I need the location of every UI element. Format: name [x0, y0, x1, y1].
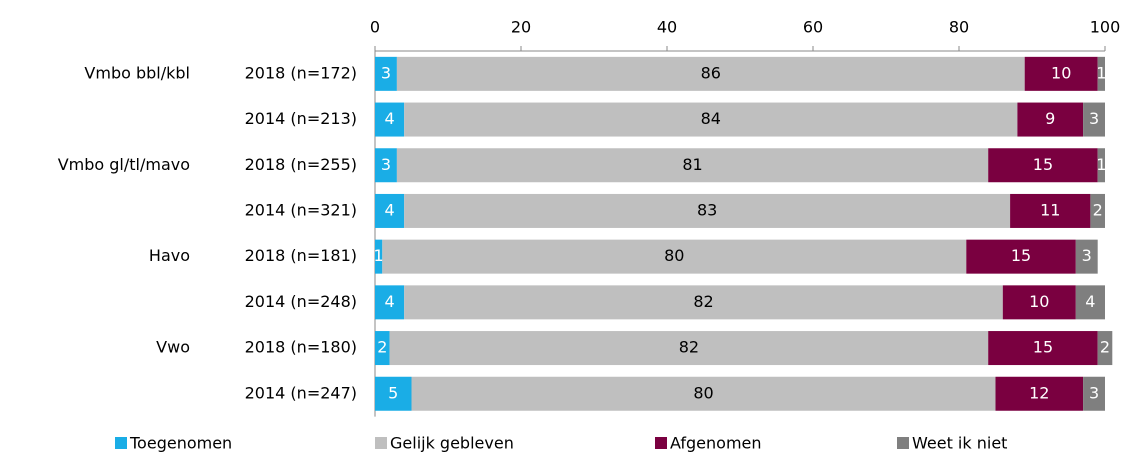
legend-swatch — [115, 437, 127, 449]
bar-segment — [1097, 148, 1105, 183]
data-label: 4 — [385, 292, 395, 311]
data-label: 10 — [1051, 63, 1071, 82]
legend-label: Toegenomen — [129, 434, 232, 453]
legend-swatch — [655, 437, 667, 449]
data-label: 1 — [374, 246, 384, 265]
x-tick-label: 100 — [1090, 18, 1121, 37]
data-label: 1 — [1096, 63, 1106, 82]
x-tick-label: 80 — [949, 18, 969, 37]
bar-segment — [375, 331, 390, 366]
data-label: 4 — [385, 200, 395, 219]
row-label: 2014 (n=213) — [245, 109, 357, 128]
bar-segment — [1024, 56, 1098, 91]
bar-segment — [396, 56, 1025, 91]
group-label: Vwo — [156, 338, 190, 357]
data-label: 2 — [377, 338, 387, 357]
x-tick-label: 60 — [803, 18, 823, 37]
data-label: 83 — [697, 200, 717, 219]
data-label: 11 — [1040, 200, 1060, 219]
bar-segment — [375, 285, 405, 320]
legend-label: Gelijk gebleven — [390, 434, 514, 453]
bar-segment — [375, 193, 405, 228]
bar-segment — [1002, 285, 1076, 320]
data-label: 82 — [693, 292, 713, 311]
row-label: 2014 (n=248) — [245, 292, 357, 311]
bar-segment — [375, 56, 397, 91]
row-label: 2014 (n=247) — [245, 383, 357, 402]
group-label: Vmbo bbl/kbl — [84, 63, 190, 82]
bar-segment — [1097, 331, 1113, 366]
row-label: 2014 (n=321) — [245, 200, 357, 219]
data-label: 10 — [1029, 292, 1049, 311]
row-label: 2018 (n=255) — [245, 155, 357, 174]
bar-segment — [1090, 193, 1105, 228]
data-label: 15 — [1033, 338, 1053, 357]
bar-segment — [1017, 102, 1084, 137]
bar-segment — [1083, 376, 1105, 411]
bar-segment — [396, 148, 989, 183]
bar-segment — [1075, 285, 1105, 320]
bar-segment — [1097, 56, 1105, 91]
group-label: Vmbo gl/tl/mavo — [58, 155, 190, 174]
data-label: 80 — [664, 246, 684, 265]
data-label: 3 — [1082, 246, 1092, 265]
data-label: 4 — [1085, 292, 1095, 311]
bar-segment — [995, 376, 1084, 411]
bar-segment — [966, 239, 1076, 274]
legend-swatch — [897, 437, 909, 449]
group-label: Havo — [149, 246, 190, 265]
data-label: 3 — [1089, 383, 1099, 402]
data-label: 5 — [388, 383, 398, 402]
data-label: 80 — [693, 383, 713, 402]
data-label: 3 — [381, 63, 391, 82]
bar-segment — [404, 285, 1003, 320]
data-label: 9 — [1045, 109, 1055, 128]
data-label: 3 — [1089, 109, 1099, 128]
data-label: 3 — [381, 155, 391, 174]
row-label: 2018 (n=181) — [245, 246, 357, 265]
bar-segment — [1010, 193, 1091, 228]
x-tick-label: 0 — [370, 18, 380, 37]
data-label: 15 — [1011, 246, 1031, 265]
data-label: 81 — [682, 155, 702, 174]
x-tick-label: 40 — [657, 18, 677, 37]
row-label: 2018 (n=180) — [245, 338, 357, 357]
row-label: 2018 (n=172) — [245, 63, 357, 82]
legend-label: Afgenomen — [670, 434, 762, 453]
bar-segment — [404, 102, 1018, 137]
bar-segment — [411, 376, 996, 411]
data-label: 82 — [679, 338, 699, 357]
data-label: 2 — [1100, 338, 1110, 357]
legend-label: Weet ik niet — [912, 434, 1007, 453]
bar-segment — [1083, 102, 1105, 137]
data-label: 1 — [1096, 155, 1106, 174]
data-label: 86 — [701, 63, 721, 82]
legend-swatch — [375, 437, 387, 449]
bar-segment — [375, 376, 412, 411]
data-label: 2 — [1093, 200, 1103, 219]
bar-segment — [375, 148, 397, 183]
bar-segment — [988, 148, 1098, 183]
data-label: 15 — [1033, 155, 1053, 174]
bar-segment — [382, 239, 967, 274]
bar-segment — [375, 239, 383, 274]
data-label: 84 — [701, 109, 721, 128]
bar-segment — [404, 193, 1011, 228]
bar-segment — [389, 331, 989, 366]
bar-segment — [375, 102, 405, 137]
data-label: 4 — [385, 109, 395, 128]
bar-segment — [1075, 239, 1098, 274]
x-tick-label: 20 — [511, 18, 531, 37]
bar-segment — [988, 331, 1098, 366]
data-label: 12 — [1029, 383, 1049, 402]
